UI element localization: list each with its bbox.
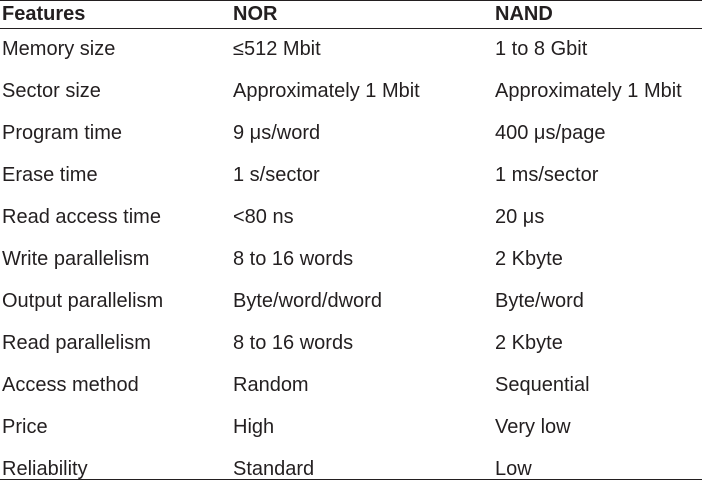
table-row: Access method Random Sequential — [0, 364, 702, 406]
header-separator-rule — [0, 28, 702, 29]
nand-value: 400 μs/page — [495, 122, 606, 144]
nor-value: Approximately 1 Mbit — [233, 80, 420, 102]
header-features: Features — [0, 0, 231, 28]
table-row: Erase time 1 s/sector 1 ms/sector — [0, 154, 702, 196]
nand-value: 1 to 8 Gbit — [495, 38, 588, 60]
feature-cell: Read access time — [0, 196, 231, 238]
table-bottom-rule — [0, 479, 702, 480]
feature-label: Output parallelism — [2, 290, 164, 312]
nor-value: 8 to 16 words — [233, 332, 354, 354]
header-nand-label: NAND — [495, 3, 553, 25]
nand-value: Low — [495, 458, 532, 480]
nor-value: Standard — [233, 458, 315, 480]
nor-cell: Approximately 1 Mbit — [231, 70, 493, 112]
feature-cell: Read parallelism — [0, 322, 231, 364]
nor-cell: High — [231, 406, 493, 448]
header-nor: NOR — [231, 0, 493, 28]
table-row: Write parallelism 8 to 16 words 2 Kbyte — [0, 238, 702, 280]
nor-value: 1 s/sector — [233, 164, 320, 186]
nand-value: Approximately 1 Mbit — [495, 80, 682, 102]
table-body: Memory size ≤512 Mbit 1 to 8 Gbit Sector… — [0, 28, 702, 490]
feature-label: Reliability — [2, 458, 88, 480]
feature-cell: Price — [0, 406, 231, 448]
table-row: Read parallelism 8 to 16 words 2 Kbyte — [0, 322, 702, 364]
feature-label: Program time — [2, 122, 123, 144]
table-row: Sector size Approximately 1 Mbit Approxi… — [0, 70, 702, 112]
feature-cell: Reliability — [0, 448, 231, 490]
nand-cell: 20 μs — [493, 196, 702, 238]
feature-cell: Access method — [0, 364, 231, 406]
nor-cell: Standard — [231, 448, 493, 490]
nor-value: <80 ns — [233, 206, 294, 228]
table-row: Program time 9 μs/word 400 μs/page — [0, 112, 702, 154]
table-top-rule — [0, 0, 702, 1]
nor-value: Random — [233, 374, 309, 396]
nor-cell: ≤512 Mbit — [231, 28, 493, 70]
table-row: Reliability Standard Low — [0, 448, 702, 490]
nor-cell: 8 to 16 words — [231, 238, 493, 280]
nand-value: Sequential — [495, 374, 590, 396]
table-row: Read access time <80 ns 20 μs — [0, 196, 702, 238]
feature-label: Price — [2, 416, 48, 438]
nor-cell: 9 μs/word — [231, 112, 493, 154]
feature-label: Read access time — [2, 206, 161, 228]
nor-cell: <80 ns — [231, 196, 493, 238]
feature-label: Write parallelism — [2, 248, 150, 270]
feature-cell: Output parallelism — [0, 280, 231, 322]
feature-cell: Sector size — [0, 70, 231, 112]
feature-cell: Program time — [0, 112, 231, 154]
nor-value: Byte/word/dword — [233, 290, 382, 312]
nor-cell: Byte/word/dword — [231, 280, 493, 322]
feature-cell: Write parallelism — [0, 238, 231, 280]
header-nor-label: NOR — [233, 3, 278, 25]
feature-label: Sector size — [2, 80, 101, 102]
feature-cell: Erase time — [0, 154, 231, 196]
nor-value: 9 μs/word — [233, 122, 321, 144]
feature-label: Read parallelism — [2, 332, 151, 354]
nor-cell: Random — [231, 364, 493, 406]
table-row: Price High Very low — [0, 406, 702, 448]
feature-label: Erase time — [2, 164, 98, 186]
table-header: Features NOR NAND — [0, 0, 702, 28]
nand-value: 1 ms/sector — [495, 164, 599, 186]
nand-cell: Sequential — [493, 364, 702, 406]
nand-cell: Low — [493, 448, 702, 490]
nand-cell: Very low — [493, 406, 702, 448]
nand-value: Byte/word — [495, 290, 584, 312]
nand-cell: 2 Kbyte — [493, 238, 702, 280]
nand-value: 2 Kbyte — [495, 248, 563, 270]
nand-cell: 1 ms/sector — [493, 154, 702, 196]
header-row: Features NOR NAND — [0, 0, 702, 28]
table-row: Output parallelism Byte/word/dword Byte/… — [0, 280, 702, 322]
nor-value: High — [233, 416, 275, 438]
nand-cell: 2 Kbyte — [493, 322, 702, 364]
nand-cell: Byte/word — [493, 280, 702, 322]
header-nand: NAND — [493, 0, 702, 28]
nor-value: ≤512 Mbit — [233, 38, 321, 60]
nand-cell: 1 to 8 Gbit — [493, 28, 702, 70]
table-row: Memory size ≤512 Mbit 1 to 8 Gbit — [0, 28, 702, 70]
nor-cell: 8 to 16 words — [231, 322, 493, 364]
nand-value: Very low — [495, 416, 571, 438]
nand-value: 20 μs — [495, 206, 545, 228]
header-features-label: Features — [2, 3, 86, 25]
feature-label: Memory size — [2, 38, 116, 60]
nor-value: 8 to 16 words — [233, 248, 354, 270]
nand-cell: 400 μs/page — [493, 112, 702, 154]
nor-cell: 1 s/sector — [231, 154, 493, 196]
feature-cell: Memory size — [0, 28, 231, 70]
nand-value: 2 Kbyte — [495, 332, 563, 354]
nand-cell: Approximately 1 Mbit — [493, 70, 702, 112]
feature-label: Access method — [2, 374, 139, 396]
